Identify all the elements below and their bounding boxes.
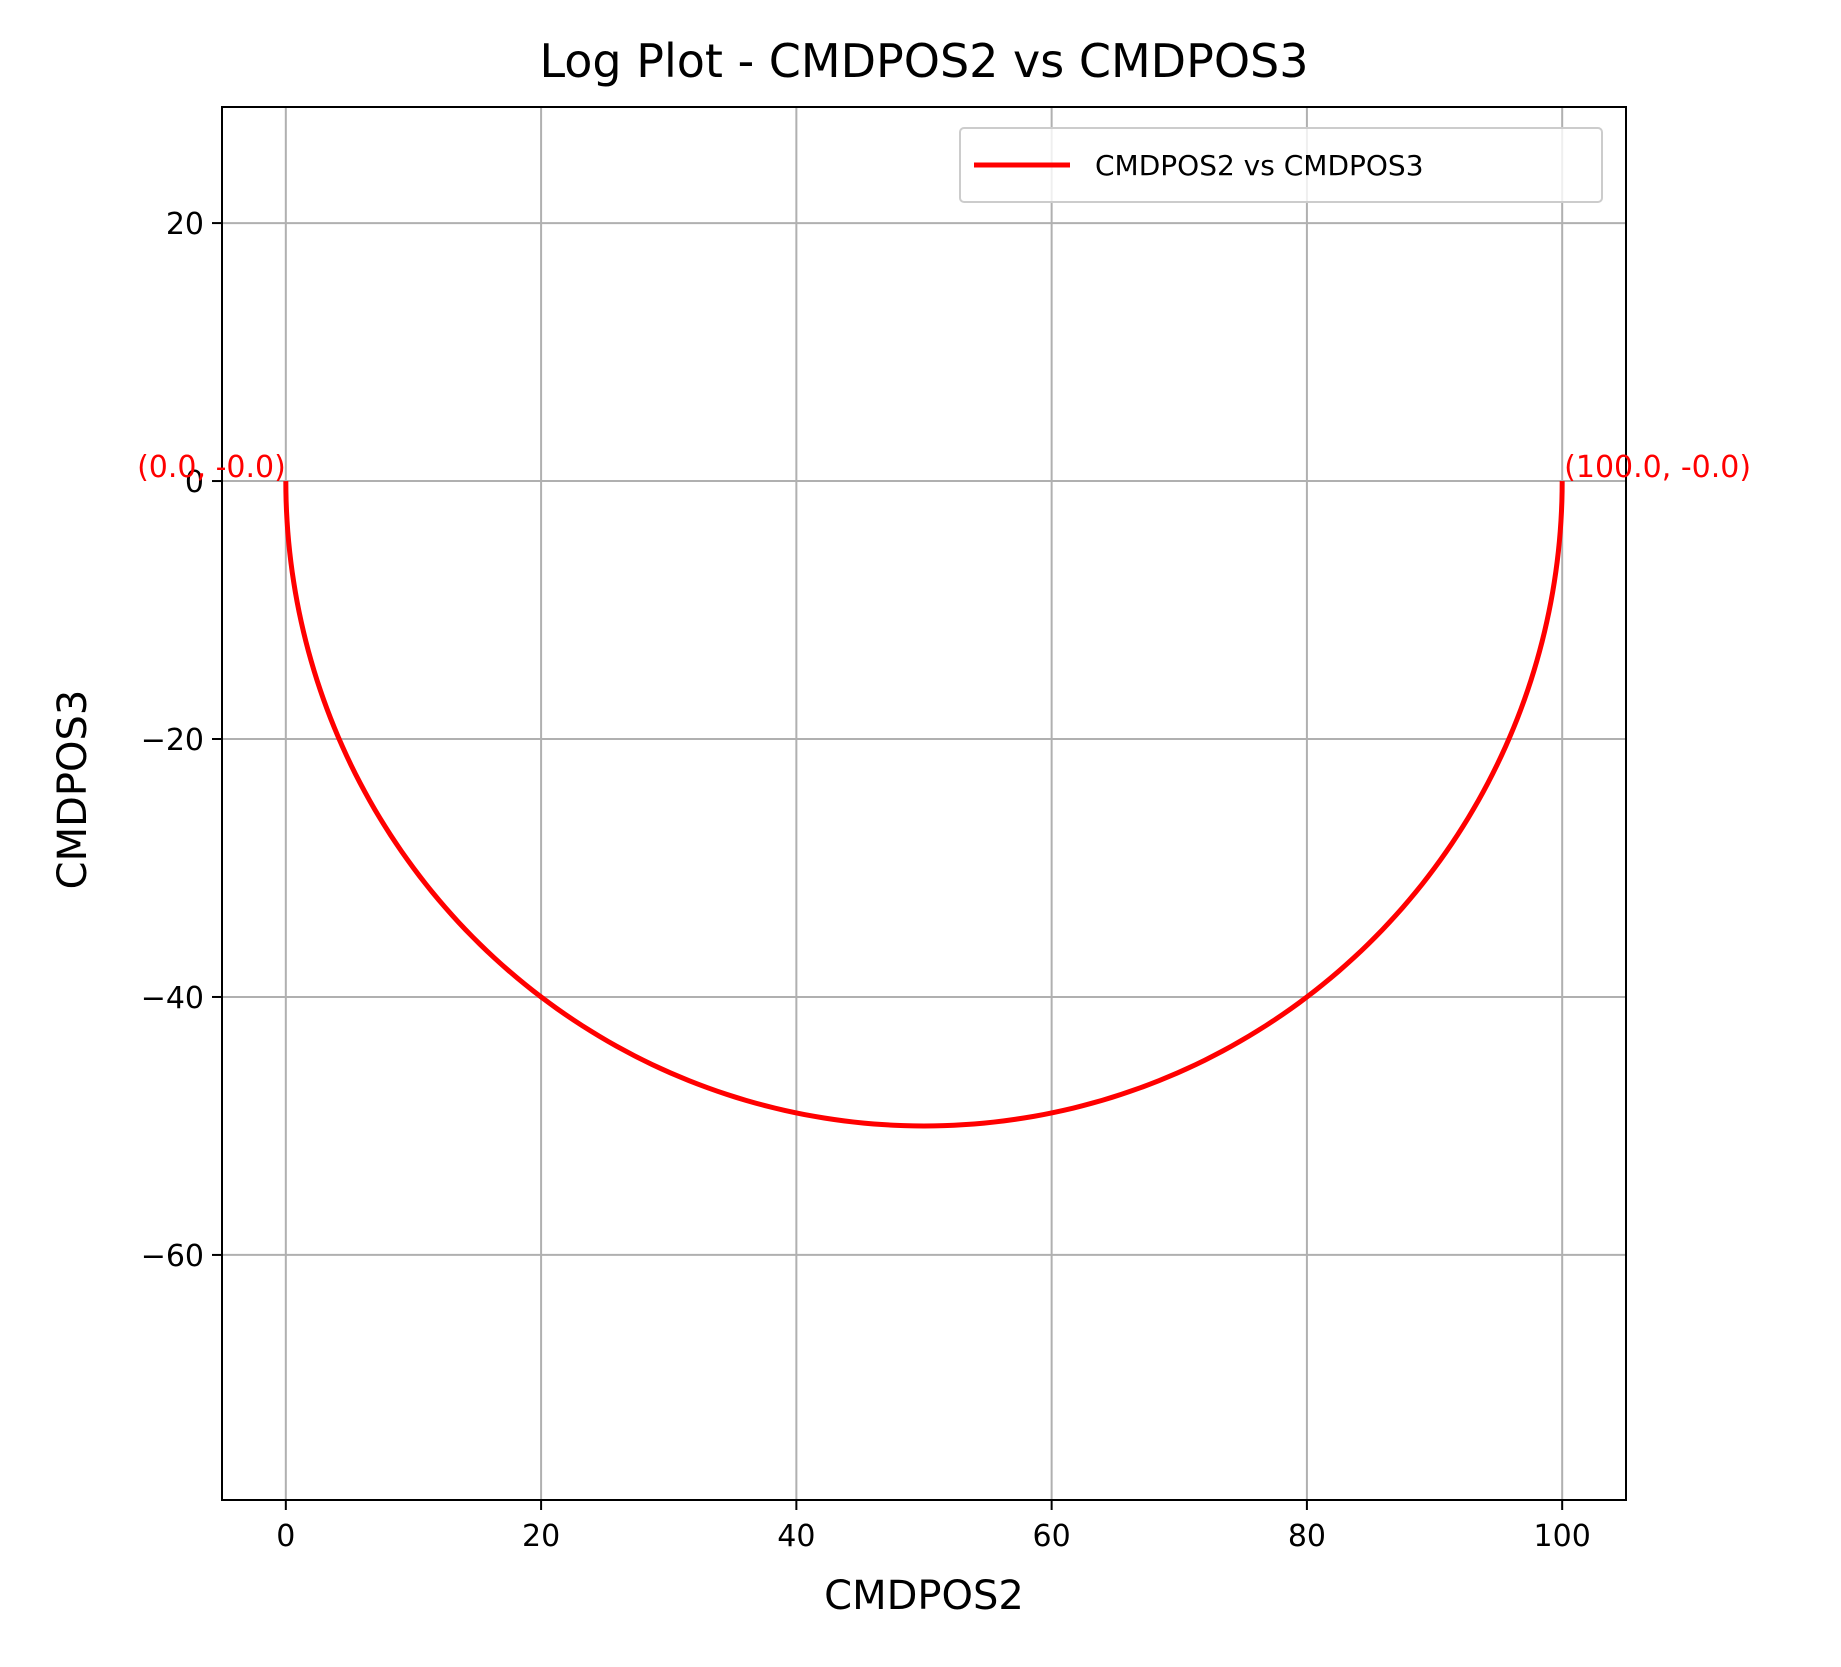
chart-title: Log Plot - CMDPOS2 vs CMDPOS3	[539, 34, 1308, 88]
y-tick-label: −40	[141, 981, 204, 1016]
x-axis-label: CMDPOS2	[824, 1573, 1024, 1619]
plot-series	[283, 481, 1565, 1129]
series-line	[283, 481, 1565, 1129]
grid	[222, 107, 1626, 1500]
x-tick-label: 0	[276, 1519, 295, 1554]
y-tick-label: −20	[141, 723, 204, 758]
legend: CMDPOS2 vs CMDPOS3	[959, 127, 1603, 203]
y-tick-label: −60	[141, 1239, 204, 1274]
y-tick-label: 20	[166, 207, 204, 242]
plot-frame	[221, 106, 1627, 1501]
x-tick-label: 80	[1288, 1519, 1326, 1554]
legend-entry-label: CMDPOS2 vs CMDPOS3	[1095, 149, 1424, 182]
x-tick-label: 100	[1534, 1519, 1591, 1554]
point-annotation: (100.0, -0.0)	[1564, 450, 1751, 485]
point-annotation: (0.0, -0.0)	[137, 450, 286, 485]
y-axis-label: CMDPOS3	[50, 690, 96, 890]
y-tick-label: 0	[185, 465, 204, 500]
x-tick-label: 40	[777, 1519, 815, 1554]
axis-ticks: 0 20 40 60 80 100 20 0 −20 −40 −60	[141, 207, 1591, 1554]
legend-box	[959, 127, 1603, 203]
x-tick-label: 60	[1033, 1519, 1071, 1554]
x-tick-label: 20	[522, 1519, 560, 1554]
point-annotations: (0.0, -0.0) (100.0, -0.0)	[137, 450, 1751, 485]
